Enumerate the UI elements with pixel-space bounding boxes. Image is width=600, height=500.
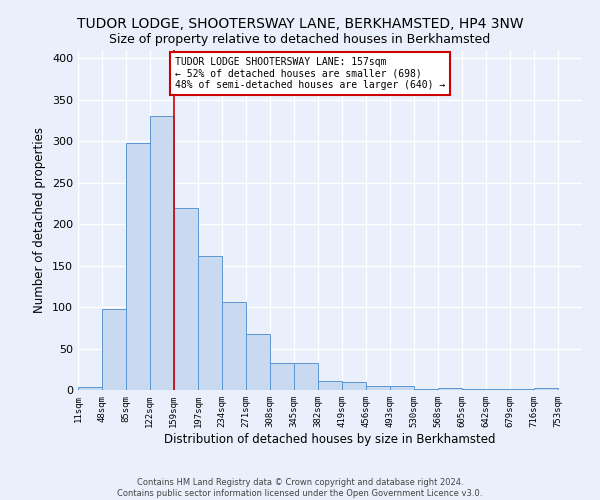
Bar (246, 334, 270, 390)
Bar (174, 208, 197, 390)
Bar (78, 386, 102, 390)
Text: Size of property relative to detached houses in Berkhamsted: Size of property relative to detached ho… (109, 32, 491, 46)
Bar (318, 381, 342, 390)
Bar (366, 386, 390, 390)
Bar (439, 388, 463, 390)
Y-axis label: Number of detached properties: Number of detached properties (34, 127, 46, 313)
Bar (486, 389, 510, 390)
Bar (199, 256, 222, 390)
Bar (270, 364, 294, 390)
Bar (463, 389, 486, 390)
Bar (510, 389, 534, 390)
Text: TUDOR LODGE SHOOTERSWAY LANE: 157sqm
← 52% of detached houses are smaller (698)
: TUDOR LODGE SHOOTERSWAY LANE: 157sqm ← 5… (175, 56, 445, 90)
Bar (102, 308, 126, 390)
Bar (534, 388, 558, 390)
Bar (414, 389, 438, 390)
Bar (126, 143, 150, 390)
X-axis label: Distribution of detached houses by size in Berkhamsted: Distribution of detached houses by size … (164, 432, 496, 446)
Bar (294, 364, 318, 390)
Bar (390, 386, 414, 390)
Text: Contains HM Land Registry data © Crown copyright and database right 2024.
Contai: Contains HM Land Registry data © Crown c… (118, 478, 482, 498)
Text: TUDOR LODGE, SHOOTERSWAY LANE, BERKHAMSTED, HP4 3NW: TUDOR LODGE, SHOOTERSWAY LANE, BERKHAMST… (77, 18, 523, 32)
Bar (150, 116, 174, 390)
Bar (342, 382, 366, 390)
Bar (222, 302, 246, 390)
